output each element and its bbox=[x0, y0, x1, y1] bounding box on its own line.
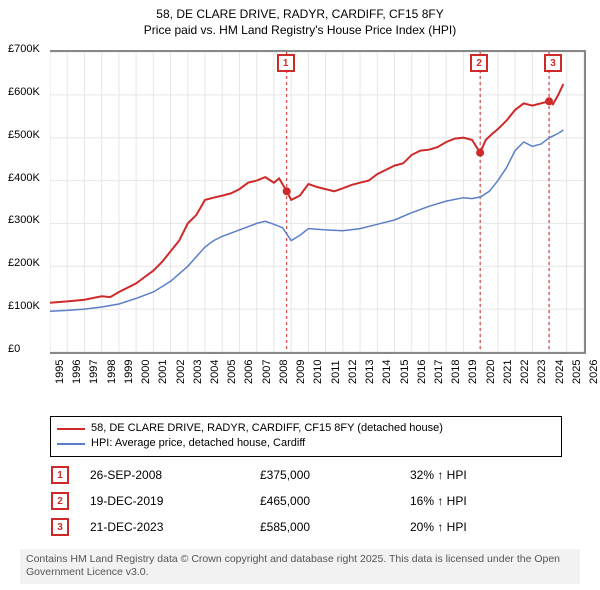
x-tick-label: 1998 bbox=[106, 360, 118, 384]
table-marker-cell: 2 bbox=[30, 492, 90, 510]
x-tick-label: 2018 bbox=[450, 360, 462, 384]
legend-row-hpi: HPI: Average price, detached house, Card… bbox=[57, 436, 555, 451]
sale-date: 21-DEC-2023 bbox=[90, 520, 260, 534]
x-tick-label: 2007 bbox=[261, 360, 273, 384]
sale-marker-icon: 3 bbox=[51, 518, 69, 536]
x-tick-label: 2006 bbox=[243, 360, 255, 384]
plot-svg bbox=[50, 52, 584, 352]
x-tick-label: 1996 bbox=[71, 360, 83, 384]
sale-price: £465,000 bbox=[260, 494, 410, 508]
table-row: 1 26-SEP-2008£375,00032% ↑ HPI bbox=[30, 462, 570, 488]
x-tick-label: 2025 bbox=[571, 360, 583, 384]
sale-price: £585,000 bbox=[260, 520, 410, 534]
y-tick-label: £500K bbox=[8, 129, 48, 141]
x-tick-label: 2011 bbox=[330, 360, 342, 384]
x-tick-label: 1995 bbox=[54, 360, 66, 384]
y-tick-label: £100K bbox=[8, 300, 48, 312]
x-tick-label: 2003 bbox=[192, 360, 204, 384]
x-tick-label: 2020 bbox=[485, 360, 497, 384]
legend: 58, DE CLARE DRIVE, RADYR, CARDIFF, CF15… bbox=[50, 416, 562, 457]
x-tick-label: 2023 bbox=[536, 360, 548, 384]
x-tick-label: 2005 bbox=[226, 360, 238, 384]
x-tick-label: 2001 bbox=[157, 360, 169, 384]
x-tick-label: 2021 bbox=[502, 360, 514, 384]
attribution: Contains HM Land Registry data © Crown c… bbox=[20, 549, 580, 584]
x-tick-label: 2012 bbox=[347, 360, 359, 384]
legend-swatch-property bbox=[57, 428, 85, 430]
title-line1: 58, DE CLARE DRIVE, RADYR, CARDIFF, CF15… bbox=[156, 7, 443, 21]
sale-pct: 16% ↑ HPI bbox=[410, 494, 560, 508]
x-tick-label: 2016 bbox=[416, 360, 428, 384]
chart-area: £0 £100K £200K £300K £400K £500K £600K £700K 1 2… bbox=[8, 44, 592, 384]
x-tick-label: 2019 bbox=[467, 360, 479, 384]
sale-marker-icon: 1 bbox=[51, 466, 69, 484]
y-tick-label: £300K bbox=[8, 214, 48, 226]
x-tick-label: 2009 bbox=[295, 360, 307, 384]
event-marker: 3 bbox=[544, 54, 562, 72]
legend-label-hpi: HPI: Average price, detached house, Card… bbox=[91, 436, 305, 451]
sale-date: 26-SEP-2008 bbox=[90, 468, 260, 482]
legend-swatch-hpi bbox=[57, 443, 85, 445]
x-tick-label: 2004 bbox=[209, 360, 221, 384]
title-line2: Price paid vs. HM Land Registry's House … bbox=[144, 23, 456, 37]
x-tick-label: 2010 bbox=[312, 360, 324, 384]
x-tick-label: 1999 bbox=[123, 360, 135, 384]
x-tick-label: 2017 bbox=[433, 360, 445, 384]
x-tick-label: 2000 bbox=[140, 360, 152, 384]
attribution-text: Contains HM Land Registry data © Crown c… bbox=[26, 553, 560, 579]
table-row: 2 19-DEC-2019£465,00016% ↑ HPI bbox=[30, 488, 570, 514]
event-marker: 1 bbox=[277, 54, 295, 72]
x-tick-label: 2022 bbox=[519, 360, 531, 384]
table-marker-cell: 1 bbox=[30, 466, 90, 484]
table-row: 3 21-DEC-2023£585,00020% ↑ HPI bbox=[30, 514, 570, 540]
plot-region: 1 2 3 bbox=[50, 50, 586, 354]
table-marker-cell: 3 bbox=[30, 518, 90, 536]
sales-table: 1 26-SEP-2008£375,00032% ↑ HPI 2 19-DEC-201… bbox=[30, 462, 570, 540]
y-tick-label: £0 bbox=[8, 343, 48, 355]
y-tick-label: £200K bbox=[8, 257, 48, 269]
x-tick-label: 2015 bbox=[399, 360, 411, 384]
sale-price: £375,000 bbox=[260, 468, 410, 482]
x-tick-label: 1997 bbox=[88, 360, 100, 384]
legend-label-property: 58, DE CLARE DRIVE, RADYR, CARDIFF, CF15… bbox=[91, 421, 443, 436]
x-tick-label: 2008 bbox=[278, 360, 290, 384]
legend-row-property: 58, DE CLARE DRIVE, RADYR, CARDIFF, CF15… bbox=[57, 421, 555, 436]
sale-marker-icon: 2 bbox=[51, 492, 69, 510]
chart-title: 58, DE CLARE DRIVE, RADYR, CARDIFF, CF15… bbox=[0, 0, 600, 38]
event-marker: 2 bbox=[470, 54, 488, 72]
x-tick-label: 2024 bbox=[554, 360, 566, 384]
y-tick-label: £600K bbox=[8, 86, 48, 98]
sale-pct: 20% ↑ HPI bbox=[410, 520, 560, 534]
x-tick-label: 2002 bbox=[175, 360, 187, 384]
y-tick-label: £700K bbox=[8, 43, 48, 55]
x-tick-label: 2014 bbox=[381, 360, 393, 384]
x-tick-label: 2026 bbox=[588, 360, 600, 384]
y-tick-label: £400K bbox=[8, 172, 48, 184]
x-tick-label: 2013 bbox=[364, 360, 376, 384]
sale-pct: 32% ↑ HPI bbox=[410, 468, 560, 482]
sale-date: 19-DEC-2019 bbox=[90, 494, 260, 508]
